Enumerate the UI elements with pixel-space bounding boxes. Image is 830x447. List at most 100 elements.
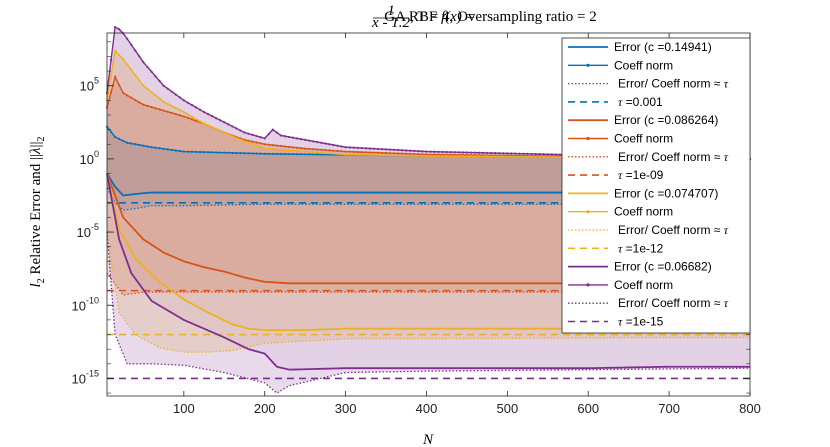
coeff-norm-point-2 <box>154 94 157 97</box>
coeff-norm-point-2 <box>186 113 189 116</box>
coeff-norm-point-3 <box>202 110 206 114</box>
coeff-norm-point-0 <box>130 142 133 145</box>
x-tick-label: 400 <box>416 401 438 416</box>
ylabel-mid: Relative Error and || <box>28 154 44 278</box>
coeff-norm-point-2 <box>202 122 206 125</box>
coeff-norm-point-3 <box>558 153 562 156</box>
coeff-norm-point-2 <box>239 138 242 141</box>
coeff-norm-point-0 <box>283 152 287 156</box>
coeff-norm-point-3 <box>380 148 384 151</box>
legend-coeff-label-3: Coeff norm <box>614 278 673 292</box>
coeff-norm-point-3 <box>433 150 436 153</box>
legend-ratio-tau-0: τ <box>724 77 729 91</box>
coeff-norm-point-2 <box>113 49 117 52</box>
coeff-norm-point-3 <box>308 139 311 142</box>
coeff-norm-point-2 <box>275 148 278 151</box>
coeff-norm-point-3 <box>251 133 254 136</box>
coeff-norm-point-3 <box>546 153 549 156</box>
coeff-norm-point-2 <box>376 153 380 157</box>
legend-ratio-text-2: Error/ Coeff norm ≈ <box>618 223 724 237</box>
legend-error-label-3: Error (c =0.06682) <box>614 260 712 274</box>
y-tick-label: 10-5 <box>77 222 99 240</box>
y-tick-label: 10-15 <box>72 368 99 386</box>
coeff-norm-point-1 <box>364 151 367 154</box>
coeff-norm-point-2 <box>336 152 339 156</box>
ratio-line-0 <box>106 187 750 211</box>
coeff-norm-point-2 <box>198 120 202 123</box>
coeff-norm-point-3 <box>267 132 270 136</box>
coeff-norm-point-3 <box>421 150 424 153</box>
coeff-norm-point-3 <box>465 151 469 154</box>
coeff-norm-point-2 <box>207 124 210 127</box>
legend-tau-label-0: τ =0.001 <box>618 95 663 109</box>
coeff-norm-point-1 <box>166 110 169 113</box>
coeff-norm-point-3 <box>461 151 464 154</box>
coeff-norm-point-2 <box>287 149 291 152</box>
coeff-norm-point-2 <box>300 150 303 153</box>
coeff-norm-point-2 <box>247 141 250 144</box>
coeff-norm-point-2 <box>380 154 384 157</box>
coeff-norm-point-0 <box>320 153 323 156</box>
coeff-norm-point-2 <box>433 154 436 158</box>
x-tick-label: 300 <box>335 401 357 416</box>
coeff-norm-point-1 <box>376 151 380 154</box>
coeff-norm-point-3 <box>405 149 408 152</box>
coeff-norm-point-1 <box>251 140 254 143</box>
y-tick-base: 10 <box>72 298 86 313</box>
coeff-norm-point-0 <box>291 153 295 156</box>
y-tick-base: 10 <box>77 225 91 240</box>
legend-tau-value-1: =1e-09 <box>622 168 663 182</box>
coeff-norm-point-2 <box>126 63 129 66</box>
coeff-norm-point-0 <box>312 153 315 156</box>
coeff-norm-point-2 <box>364 153 367 156</box>
ratio-line-3 <box>106 232 751 394</box>
coeff-norm-point-2 <box>324 151 327 155</box>
legend-ratio-text-3: Error/ Coeff norm ≈ <box>618 296 724 310</box>
coeff-norm-point-2 <box>348 153 351 156</box>
legend-coeff-label-2: Coeff norm <box>614 205 673 219</box>
coeff-norm-point-0 <box>154 146 157 149</box>
x-tick-label: 200 <box>254 401 276 416</box>
coeff-norm-point-1 <box>275 144 278 147</box>
coeff-norm-point-3 <box>227 123 230 126</box>
coeff-norm-point-3 <box>344 146 347 149</box>
legend-ratio-label-0: Error/ Coeff norm ≈ τ <box>618 77 729 91</box>
coeff-norm-point-3 <box>235 127 238 130</box>
coeff-norm-point-0 <box>166 148 169 151</box>
coeff-norm-point-0 <box>304 153 307 156</box>
title-fraction: 1 x - 1.2 <box>371 3 410 31</box>
coeff-norm-point-3 <box>324 142 327 145</box>
coeff-norm-point-1 <box>368 151 371 154</box>
coeff-norm-point-2 <box>518 155 521 158</box>
coeff-norm-point-0 <box>158 147 161 150</box>
coeff-norm-point-2 <box>502 155 505 158</box>
coeff-norm-point-1 <box>186 116 189 119</box>
coeff-norm-point-3 <box>550 153 553 156</box>
coeff-norm-point-0 <box>109 130 113 133</box>
coeff-norm-point-0 <box>126 141 129 144</box>
coeff-norm-point-3 <box>332 143 335 147</box>
legend-tau-label-1: τ =1e-09 <box>618 168 664 182</box>
coeff-norm-point-2 <box>267 147 270 151</box>
coeff-norm-point-2 <box>441 154 444 158</box>
coeff-norm-point-0 <box>146 145 149 148</box>
coeff-norm-point-3 <box>263 137 266 140</box>
coeff-norm-point-3 <box>348 146 351 149</box>
coeff-norm-point-3 <box>211 115 214 118</box>
coeff-norm-point-3 <box>429 150 432 153</box>
coeff-norm-point-3 <box>162 84 165 87</box>
coeff-norm-point-0 <box>235 151 238 155</box>
coeff-norm-point-0 <box>271 152 274 155</box>
coeff-norm-point-1 <box>352 150 355 153</box>
coeff-norm-point-1 <box>300 147 303 150</box>
coeff-norm-point-0 <box>263 152 266 155</box>
coeff-norm-point-1 <box>150 105 153 109</box>
coeff-norm-point-3 <box>219 119 222 122</box>
legend-ratio-tau-3: τ <box>724 296 729 310</box>
coeff-norm-point-1 <box>324 148 327 152</box>
coeff-norm-point-1 <box>356 150 359 154</box>
coeff-norm-point-3 <box>340 145 343 148</box>
coeff-norm-point-0 <box>223 151 226 154</box>
coeff-norm-point-3 <box>231 125 234 128</box>
coeff-norm-point-3 <box>207 112 210 116</box>
